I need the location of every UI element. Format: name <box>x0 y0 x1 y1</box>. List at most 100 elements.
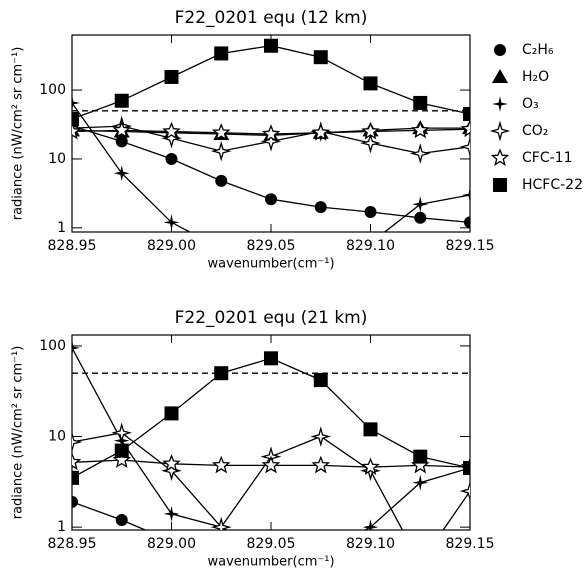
marker <box>494 44 506 56</box>
y-tick-label: 10 <box>48 429 66 445</box>
marker <box>72 495 78 508</box>
marker <box>463 460 470 475</box>
x-tick-label: 829.05 <box>247 238 296 254</box>
marker <box>462 187 470 203</box>
x-tick-label: 829.15 <box>446 238 495 254</box>
marker <box>72 95 80 111</box>
marker <box>409 143 431 164</box>
marker <box>414 569 426 575</box>
marker <box>463 106 470 121</box>
legend-label: CO₂ <box>522 123 548 139</box>
marker <box>489 120 511 142</box>
marker <box>311 123 331 141</box>
marker <box>72 112 79 127</box>
marker <box>264 351 278 366</box>
marker <box>413 449 428 464</box>
marker <box>464 216 470 229</box>
marker <box>214 366 229 381</box>
marker <box>365 569 377 575</box>
legend-label: CFC-11 <box>522 150 572 166</box>
marker <box>412 555 428 571</box>
marker <box>363 76 378 91</box>
series-line <box>72 45 470 120</box>
marker <box>360 132 381 154</box>
series-line <box>72 347 470 530</box>
marker <box>162 121 181 140</box>
marker <box>313 373 328 388</box>
series-line <box>72 501 147 530</box>
marker <box>459 136 470 158</box>
marker <box>72 339 80 356</box>
marker <box>163 214 180 231</box>
plot-area <box>72 339 476 575</box>
marker <box>72 431 83 453</box>
marker <box>361 121 380 140</box>
y-tick-label: 1 <box>57 220 66 236</box>
y-tick-label: 1 <box>57 519 66 535</box>
chart-title: F22_0201 equ (12 km) <box>175 8 368 28</box>
marker <box>165 152 178 165</box>
marker <box>412 196 429 213</box>
x-tick-label: 829.00 <box>147 536 196 552</box>
y-tick-label: 10 <box>48 151 66 167</box>
chart-title: F22_0201 equ (21 km) <box>175 308 368 328</box>
marker <box>261 455 281 474</box>
marker <box>412 474 429 491</box>
marker <box>261 124 281 142</box>
x-tick-label: 829.10 <box>346 536 395 552</box>
marker <box>72 452 82 471</box>
marker <box>164 69 179 84</box>
marker <box>413 95 428 110</box>
marker <box>164 406 179 421</box>
marker <box>410 120 430 139</box>
marker <box>111 422 133 444</box>
marker <box>115 135 128 148</box>
marker <box>163 505 180 522</box>
marker <box>464 569 476 575</box>
series-line <box>72 102 470 232</box>
marker <box>72 470 79 485</box>
marker <box>114 443 129 458</box>
marker <box>362 519 379 530</box>
x-tick-label: 829.00 <box>147 238 196 254</box>
legend-label: HCFC-22 <box>522 177 583 193</box>
x-tick-label: 829.15 <box>446 536 495 552</box>
marker <box>265 193 277 206</box>
marker <box>210 140 232 162</box>
marker <box>314 201 327 214</box>
marker <box>363 422 378 437</box>
marker <box>115 513 128 526</box>
legend-label: H₂O <box>522 69 549 85</box>
y-tick-label: 100 <box>39 338 66 354</box>
marker <box>492 69 508 83</box>
y-tick-label: 100 <box>39 82 66 98</box>
marker <box>213 241 229 257</box>
marker <box>414 211 427 224</box>
marker <box>211 455 231 474</box>
marker <box>264 38 278 53</box>
marker <box>493 178 507 192</box>
legend-label: C₂H₆ <box>522 42 554 58</box>
marker <box>490 148 510 166</box>
marker <box>214 46 229 61</box>
marker <box>72 117 83 139</box>
marker <box>113 165 130 182</box>
marker <box>460 119 470 138</box>
marker <box>310 426 332 447</box>
marker <box>364 205 377 218</box>
marker <box>72 121 82 140</box>
marker <box>112 120 132 139</box>
x-tick-label: 828.95 <box>48 238 97 254</box>
marker <box>311 455 331 474</box>
y-axis-label: radiance (nW/cm² sr cm⁻¹) <box>11 47 26 221</box>
plot-area <box>72 38 470 257</box>
marker <box>162 454 181 472</box>
x-tick-label: 829.10 <box>346 238 395 254</box>
x-tick-label: 828.95 <box>48 536 97 552</box>
marker <box>215 174 228 187</box>
marker <box>459 480 470 502</box>
marker <box>210 516 232 530</box>
marker <box>361 457 380 476</box>
x-axis-label: wavenumber(cm⁻¹) <box>207 257 334 272</box>
